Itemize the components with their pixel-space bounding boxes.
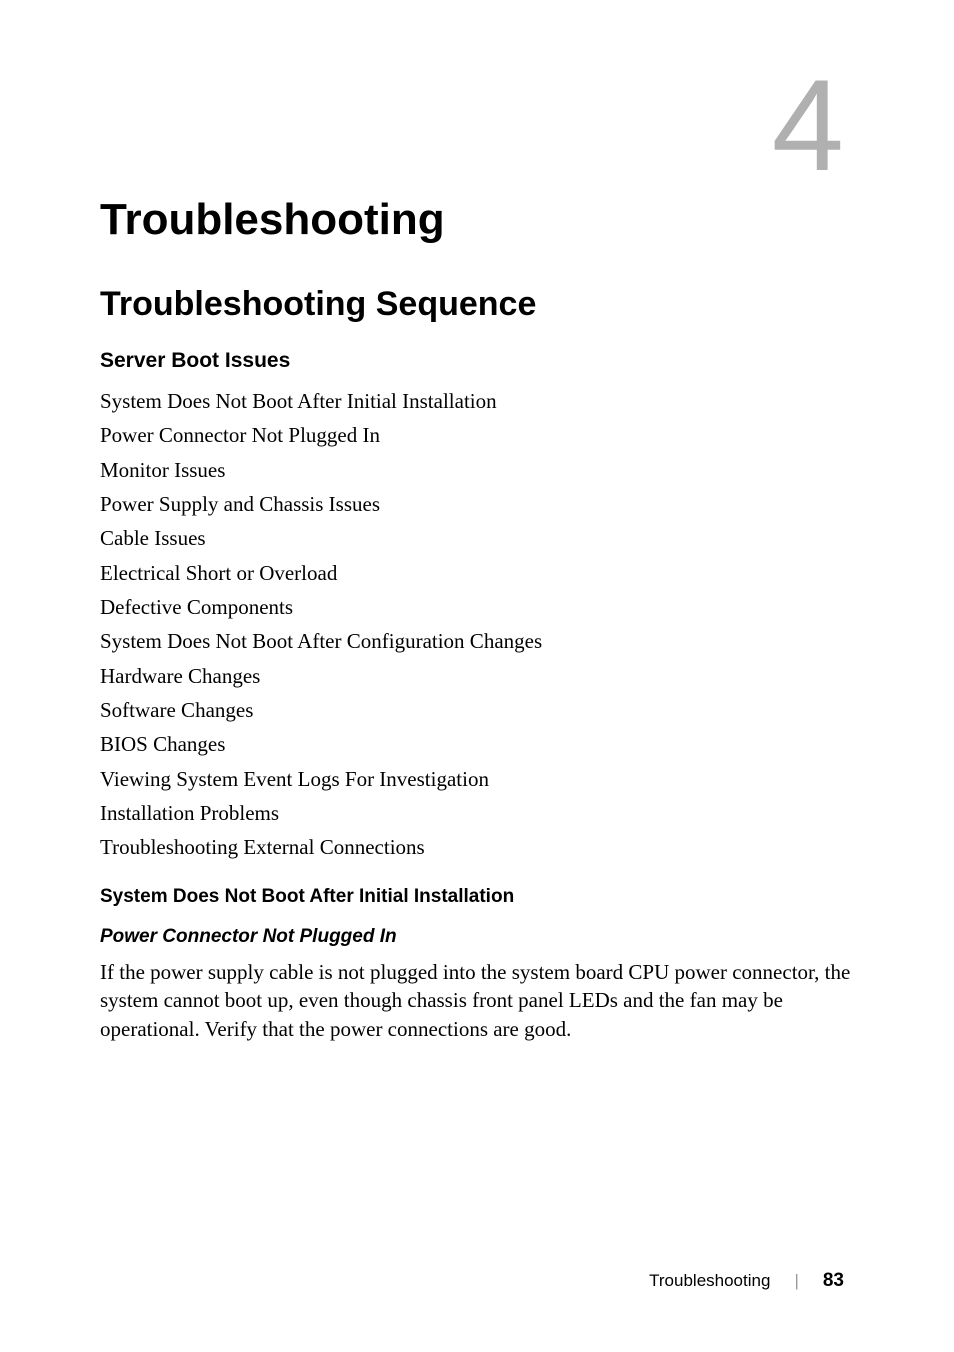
subsection-title: Server Boot Issues (100, 349, 854, 373)
issue-item: Electrical Short or Overload (100, 559, 854, 587)
issue-item: System Does Not Boot After Configuration… (100, 627, 854, 655)
issue-item: Hardware Changes (100, 662, 854, 690)
chapter-title: Troubleshooting (100, 195, 854, 245)
footer-label: Troubleshooting (649, 1271, 770, 1291)
issue-item: Power Supply and Chassis Issues (100, 490, 854, 518)
issue-item: Software Changes (100, 696, 854, 724)
issue-item: Defective Components (100, 593, 854, 621)
issue-item: Viewing System Event Logs For Investigat… (100, 765, 854, 793)
footer-divider: | (794, 1271, 798, 1291)
issue-item: BIOS Changes (100, 730, 854, 758)
issue-item: Monitor Issues (100, 456, 854, 484)
chapter-number: 4 (772, 50, 844, 200)
section-title: Troubleshooting Sequence (100, 285, 854, 324)
page-footer: Troubleshooting | 83 (649, 1270, 844, 1292)
page-number: 83 (823, 1270, 844, 1292)
detail-paragraph: If the power supply cable is not plugged… (100, 958, 854, 1043)
issue-item: Troubleshooting External Connections (100, 833, 854, 861)
detail-heading: System Does Not Boot After Initial Insta… (100, 886, 854, 908)
issue-item: Installation Problems (100, 799, 854, 827)
issue-item: System Does Not Boot After Initial Insta… (100, 387, 854, 415)
issue-item: Power Connector Not Plugged In (100, 421, 854, 449)
detail-item-title: Power Connector Not Plugged In (100, 926, 854, 948)
issue-item: Cable Issues (100, 524, 854, 552)
